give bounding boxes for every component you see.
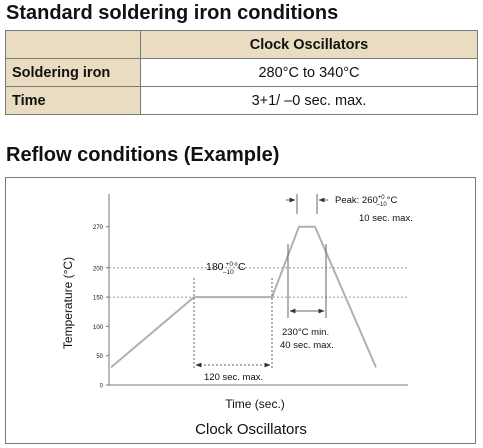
plateau-time-label: 120 sec. max. [204, 372, 263, 383]
column-header: Clock Oscillators [140, 30, 478, 59]
chart-caption: Clock Oscillators [195, 421, 307, 438]
table-corner-cell [5, 30, 141, 59]
above-time-label: 40 sec. max. [280, 340, 334, 351]
x-axis-label: Time (sec.) [225, 397, 285, 411]
reflow-profile-chart: 0 50 100 150 200 270 Peak: 260+0 –10°C 10 sec.… [61, 194, 413, 438]
y-tick-label: 200 [93, 266, 104, 272]
y-tick-label: 0 [100, 384, 104, 390]
table-header-row: Clock Oscillators [5, 30, 478, 59]
interval-markers [193, 194, 328, 370]
y-tick-label: 150 [93, 296, 104, 302]
y-tick-label: 50 [96, 354, 103, 360]
soldering-section-title: Standard soldering iron conditions [6, 2, 339, 24]
soldering-iron-value: 280°C to 340°C [140, 58, 478, 87]
y-tick-label: 270 [93, 225, 104, 231]
above-temp-label: 230°C min. [282, 327, 329, 338]
reflow-section-title: Reflow conditions (Example) [6, 144, 280, 166]
y-tick-label: 100 [93, 325, 104, 331]
row-header-time: Time [5, 86, 141, 115]
y-axis-label: Temperature (°C) [61, 257, 75, 349]
table-row: Time 3+1/ –0 sec. max. [5, 86, 478, 115]
temperature-profile-line [110, 225, 377, 369]
y-tick-group: 0 50 100 150 200 270 [93, 225, 109, 390]
reference-line-group [109, 267, 408, 298]
peak-label: Peak: 260+0 –10°C [335, 195, 397, 208]
peak-time-label: 10 sec. max. [359, 213, 413, 224]
plateau-temp-label: 180 +0 –10°C [206, 261, 246, 276]
reflow-chart-frame: 0 50 100 150 200 270 Peak: 260+0 –10°C 10 sec.… [5, 177, 476, 444]
table-row: Soldering iron 280°C to 340°C [5, 58, 478, 87]
time-value: 3+1/ –0 sec. max. [140, 86, 478, 115]
soldering-conditions-table: Clock Oscillators Soldering iron 280°C t… [5, 30, 478, 115]
row-header-soldering-iron: Soldering iron [5, 58, 141, 87]
